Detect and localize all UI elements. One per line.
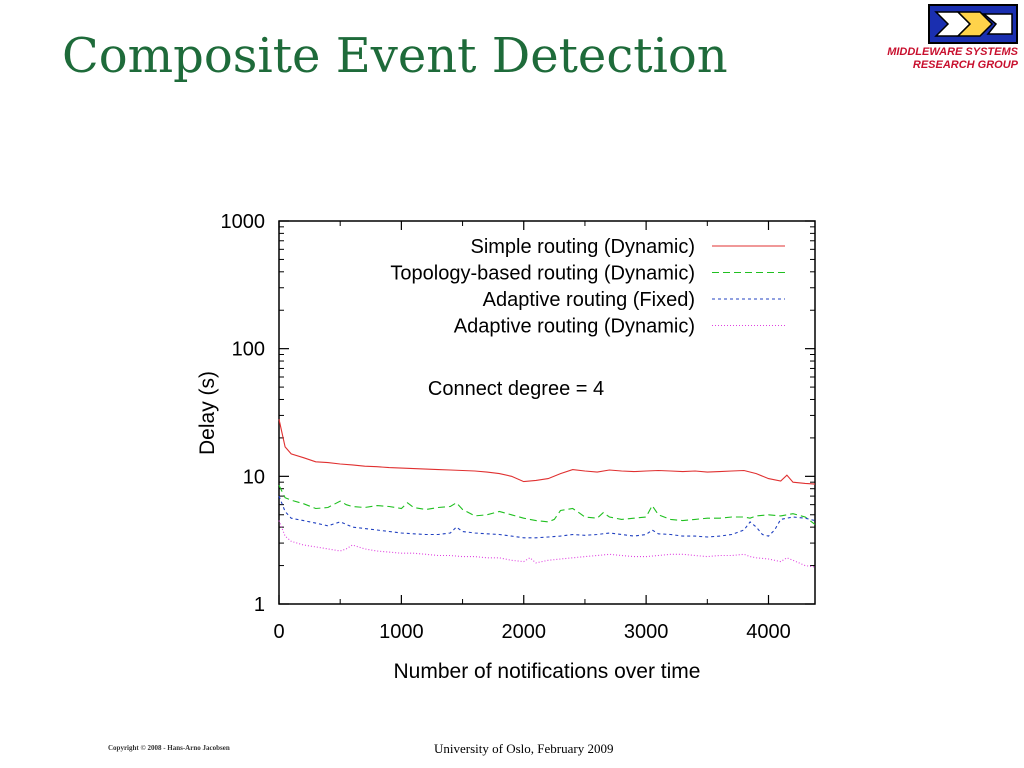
- logo-text: MIDDLEWARE SYSTEMS RESEARCH GROUP: [887, 46, 1018, 72]
- legend-label-1: Simple routing (Dynamic): [470, 236, 695, 258]
- x-tick-label: 2000: [501, 621, 546, 643]
- legend-label-4: Adaptive routing (Dynamic): [454, 316, 695, 338]
- legend-label-2: Topology-based routing (Dynamic): [390, 263, 695, 285]
- footer-venue: University of Oslo, February 2009: [434, 741, 614, 756]
- series-line-1: [278, 419, 816, 485]
- series-line-3: [278, 495, 816, 539]
- x-tick-label: 3000: [624, 621, 669, 643]
- y-tick-label: 1: [254, 594, 265, 616]
- footer-copyright: Copyright © 2008 - Hans-Arno Jacobsen: [108, 744, 230, 752]
- x-axis-label: Number of notifications over time: [394, 660, 701, 683]
- y-axis-label: Delay (s): [196, 371, 219, 455]
- y-tick-label: 10: [243, 466, 265, 488]
- series-line-2: [278, 485, 816, 525]
- logo-text-line2: RESEARCH GROUP: [912, 59, 1018, 71]
- x-tick-label: 4000: [746, 621, 791, 643]
- plot-frame: [278, 220, 816, 605]
- chart-annotation: Connect degree = 4: [428, 378, 604, 400]
- logo-text-line1: MIDDLEWARE SYSTEMS: [887, 46, 1018, 58]
- x-tick-label: 1000: [379, 621, 424, 643]
- series-line-4: [278, 520, 816, 568]
- x-tick-label: 0: [273, 621, 284, 643]
- msrg-logo-icon: [928, 4, 1018, 44]
- y-tick-label: 100: [232, 339, 265, 361]
- y-tick-label: 1000: [221, 211, 266, 233]
- legend-label-3: Adaptive routing (Fixed): [483, 289, 695, 311]
- slide-title: Composite Event Detection: [62, 28, 728, 84]
